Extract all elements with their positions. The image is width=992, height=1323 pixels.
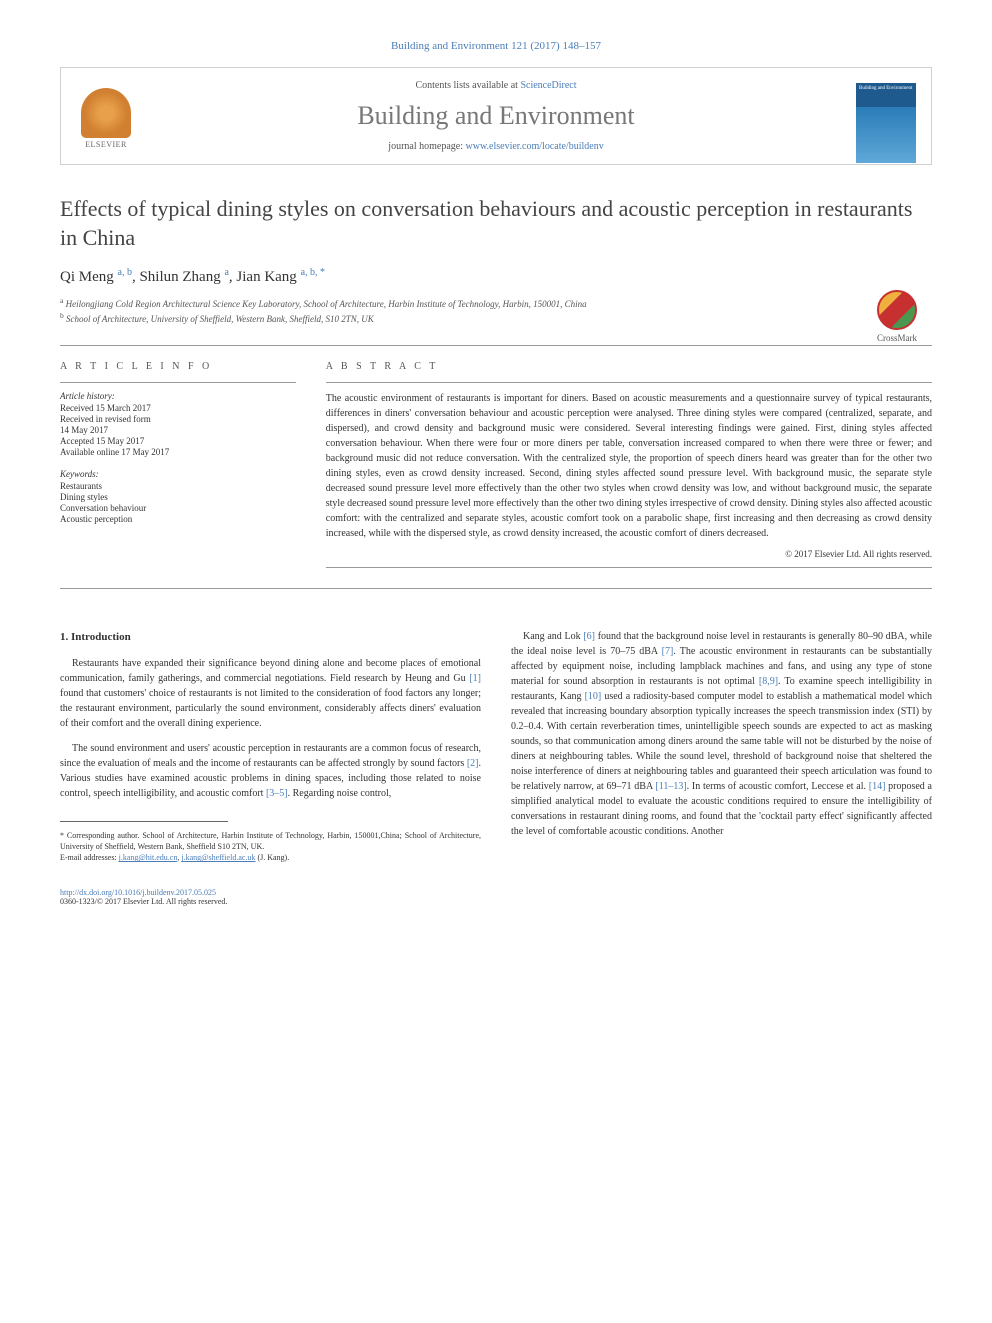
authors-line: Qi Meng a, b, Shilun Zhang a, Jian Kang … [60,267,932,286]
history-revised-a: Received in revised form [60,414,296,424]
paragraph: Kang and Lok [6] found that the backgrou… [511,629,932,839]
footnote-divider [60,821,228,822]
reference-link[interactable]: [8,9] [759,676,778,687]
affiliation-a: a Heilongjiang Cold Region Architectural… [60,296,932,311]
keywords-label: Keywords: [60,469,296,479]
affiliations: a Heilongjiang Cold Region Architectural… [60,296,932,325]
journal-homepage-link[interactable]: www.elsevier.com/locate/buildenv [466,141,604,152]
journal-title: Building and Environment [81,101,911,131]
citation-line: Building and Environment 121 (2017) 148–… [60,40,932,52]
history-online: Available online 17 May 2017 [60,447,296,457]
reference-link[interactable]: [6] [583,631,595,642]
reference-link[interactable]: [2] [467,758,479,769]
abstract-heading: A B S T R A C T [326,361,932,372]
article-info-heading: A R T I C L E I N F O [60,361,296,372]
divider [60,588,932,589]
section-heading: 1. Introduction [60,629,481,646]
page-footer: http://dx.doi.org/10.1016/j.buildenv.201… [60,888,932,906]
email-link[interactable]: j.kang@hit.edu.cn [119,853,178,862]
history-accepted: Accepted 15 May 2017 [60,436,296,446]
reference-link[interactable]: [1] [469,673,481,684]
column-right: Kang and Lok [6] found that the backgrou… [511,629,932,863]
reference-link[interactable]: [3–5] [266,788,288,799]
contents-list-line: Contents lists available at ScienceDirec… [81,80,911,91]
abstract-copyright: © 2017 Elsevier Ltd. All rights reserved… [326,549,932,559]
crossmark-icon [877,290,917,330]
keyword: Restaurants [60,481,296,491]
keyword: Acoustic perception [60,514,296,524]
email-link[interactable]: j.kang@sheffield.ac.uk [181,853,255,862]
abstract-panel: A B S T R A C T The acoustic environment… [326,361,932,568]
sciencedirect-link[interactable]: ScienceDirect [520,80,576,91]
email-line: E-mail addresses: j.kang@hit.edu.cn, j.k… [60,852,481,863]
column-left: 1. Introduction Restaurants have expande… [60,629,481,863]
body-text: 1. Introduction Restaurants have expande… [60,629,932,863]
keyword: Conversation behaviour [60,503,296,513]
affiliation-b: b School of Architecture, University of … [60,311,932,326]
reference-link[interactable]: [10] [585,691,602,702]
issn-copyright: 0360-1323/© 2017 Elsevier Ltd. All right… [60,897,227,906]
reference-link[interactable]: [14] [869,781,886,792]
crossmark-badge[interactable]: CrossMark [862,290,932,343]
journal-homepage-line: journal homepage: www.elsevier.com/locat… [81,141,911,152]
keyword: Dining styles [60,492,296,502]
divider [60,345,932,346]
article-title: Effects of typical dining styles on conv… [60,195,932,252]
article-info-panel: A R T I C L E I N F O Article history: R… [60,361,296,568]
paragraph: The sound environment and users' acousti… [60,741,481,801]
journal-header-box: ELSEVIER Building and Environment Conten… [60,67,932,165]
publisher-logo: ELSEVIER [76,88,136,158]
reference-link[interactable]: [11–13] [655,781,686,792]
reference-link[interactable]: [7] [662,646,674,657]
paragraph: Restaurants have expanded their signific… [60,656,481,731]
corresponding-author-footnote: * Corresponding author. School of Archit… [60,830,481,864]
history-received: Received 15 March 2017 [60,403,296,413]
history-revised-b: 14 May 2017 [60,425,296,435]
abstract-text: The acoustic environment of restaurants … [326,391,932,541]
journal-cover-thumbnail: Building and Environment [856,83,916,163]
doi-link[interactable]: http://dx.doi.org/10.1016/j.buildenv.201… [60,888,216,897]
history-label: Article history: [60,391,296,401]
